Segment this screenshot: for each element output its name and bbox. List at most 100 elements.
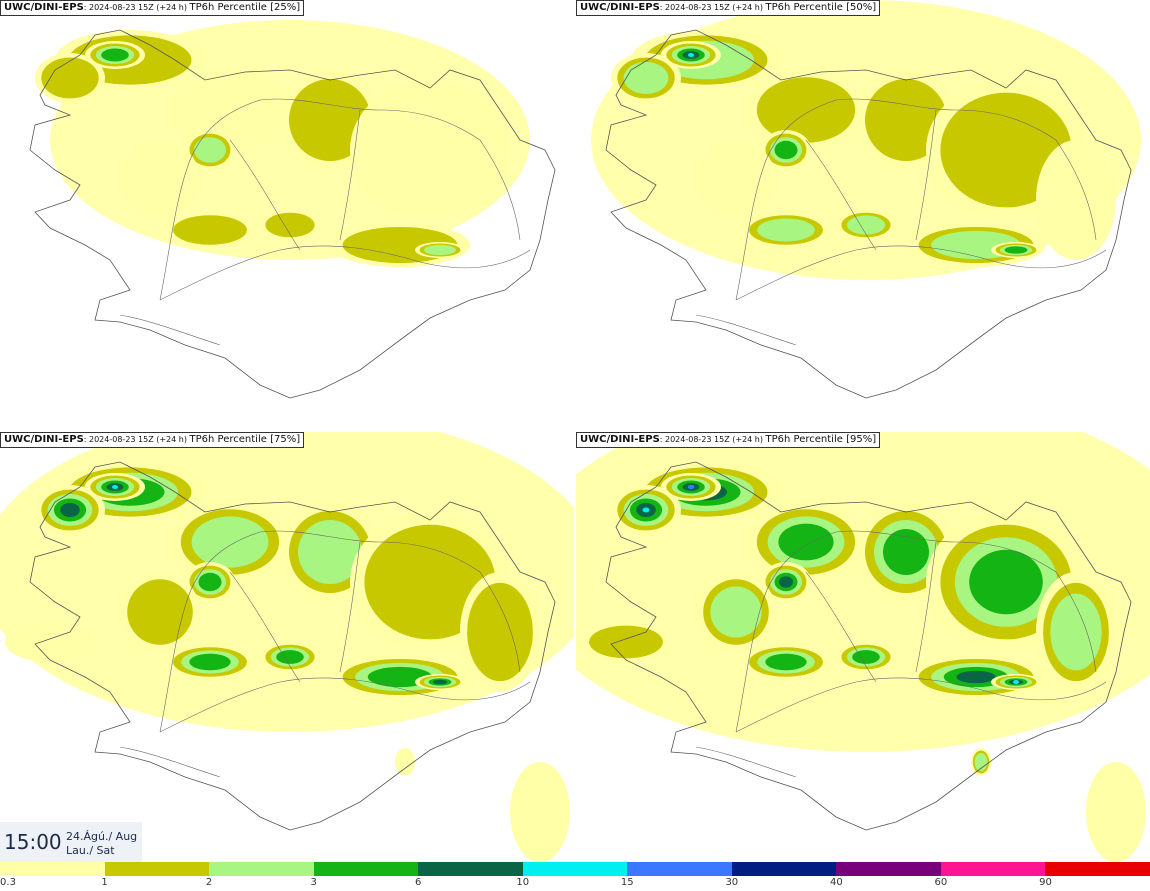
precip-contour: [710, 586, 762, 638]
colorbar-segment: [209, 862, 314, 876]
road-line: [479, 571, 521, 673]
colorbar-label: 10: [516, 877, 530, 888]
panel-title: UWC/DINI-EPS: 2024-08-23 15Z (+24 h) TP6…: [576, 432, 881, 448]
road-line: [229, 139, 301, 251]
precip-contour: [1086, 762, 1146, 862]
precip-contour: [1013, 680, 1019, 684]
colorbar-segment: [1045, 862, 1150, 876]
colorbar-segment: [836, 862, 941, 876]
precip-field: [591, 0, 1141, 280]
precip-colorbar: [0, 862, 1150, 876]
precip-contour: [112, 485, 118, 489]
colorbar-segment: [313, 862, 419, 876]
map-svg: [591, 0, 1141, 399]
colorbar-segment: [0, 862, 105, 876]
coastline: [605, 29, 1132, 399]
precip-contour: [883, 529, 929, 575]
precip-contour: [127, 579, 193, 645]
road-line: [835, 98, 1057, 141]
precip-contour: [41, 57, 99, 99]
road-line: [339, 109, 361, 241]
colorbar-label: 60: [934, 877, 948, 888]
model-name: UWC/DINI-EPS: [4, 434, 84, 445]
precip-contour: [779, 576, 793, 588]
road-line: [695, 314, 797, 346]
precip-contour: [395, 748, 415, 776]
valid-date: 24.Ágú./ Aug: [66, 830, 138, 843]
coastline: [605, 461, 1132, 831]
road-line: [1055, 571, 1097, 673]
precip-field: [0, 432, 574, 862]
precip-contour: [852, 650, 880, 664]
precip-contour: [289, 79, 371, 161]
map-svg: [576, 432, 1150, 862]
precip-contour: [424, 244, 456, 256]
precip-contour: [194, 137, 226, 163]
colorbar-segment: [418, 862, 523, 876]
map-panel-p75: UWC/DINI-EPS: 2024-08-23 15Z (+24 h) TP6…: [0, 432, 574, 862]
precip-contour: [623, 62, 669, 94]
road-line: [229, 571, 301, 683]
road-line: [735, 99, 837, 301]
road-line: [119, 746, 221, 778]
precip-contour: [265, 212, 315, 238]
precip-contour: [276, 650, 304, 664]
precip-contour: [5, 622, 95, 662]
run-info: : 2024-08-23 15Z (+24 h): [83, 435, 190, 444]
precip-contour: [510, 762, 570, 862]
precip-contour: [433, 679, 447, 685]
road-line: [259, 98, 481, 141]
precip-contour: [198, 572, 222, 592]
colorbar-label: 1: [101, 877, 108, 888]
panel-title: UWC/DINI-EPS: 2024-08-23 15Z (+24 h) TP6…: [576, 0, 881, 16]
precip-contour: [846, 215, 886, 235]
precip-field: [576, 432, 1150, 862]
road-line: [835, 530, 1057, 573]
precip-contour: [467, 582, 533, 682]
map-svg: [0, 432, 574, 862]
road-line: [915, 109, 937, 241]
colorbar-labels: 0.3 1 2 3 6 10 15 30 40 60 90: [0, 876, 1150, 891]
road-line: [159, 531, 261, 733]
precip-contour: [757, 218, 815, 242]
precip-contour: [696, 140, 776, 220]
precip-contour: [191, 516, 269, 568]
run-info: : 2024-08-23 15Z (+24 h): [659, 435, 766, 444]
road-line: [159, 245, 531, 301]
colorbar-segment: [522, 862, 628, 876]
precip-contour: [589, 625, 663, 659]
colorbar-label: 3: [310, 877, 317, 888]
precip-contour: [756, 77, 856, 143]
colorbar-label: 2: [205, 877, 213, 888]
map-svg: [29, 20, 556, 399]
panel-title: UWC/DINI-EPS: 2024-08-23 15Z (+24 h) TP6…: [0, 432, 305, 448]
colorbar-label: 90: [1039, 877, 1052, 888]
precip-contour: [120, 140, 200, 220]
coastline: [29, 29, 556, 399]
valid-time-box: 15:00 24.Ágú./ Aug Lau./ Sat: [0, 822, 142, 862]
precip-contour: [60, 503, 80, 517]
field-title: TP6h Percentile [25%]: [189, 2, 301, 13]
precip-contour: [189, 653, 231, 671]
precip-contour: [1036, 140, 1116, 260]
road-line: [1055, 139, 1097, 241]
road-line: [805, 139, 877, 251]
colorbar-segment: [104, 862, 210, 876]
precip-contour: [642, 507, 650, 513]
precip-contour: [170, 70, 290, 150]
model-name: UWC/DINI-EPS: [580, 434, 660, 445]
road-line: [259, 530, 481, 573]
field-title: TP6h Percentile [50%]: [765, 2, 877, 13]
precip-contour: [1004, 246, 1028, 254]
model-name: UWC/DINI-EPS: [580, 2, 660, 13]
road-line: [805, 571, 877, 683]
field-title: TP6h Percentile [75%]: [189, 434, 301, 445]
valid-day: Lau./ Sat: [66, 844, 115, 857]
precip-contour: [865, 79, 947, 161]
road-line: [119, 314, 221, 346]
colorbar-segment: [940, 862, 1046, 876]
road-line: [339, 541, 361, 673]
precip-field: [35, 20, 530, 267]
precip-contour: [350, 80, 510, 220]
precip-contour: [765, 653, 807, 671]
